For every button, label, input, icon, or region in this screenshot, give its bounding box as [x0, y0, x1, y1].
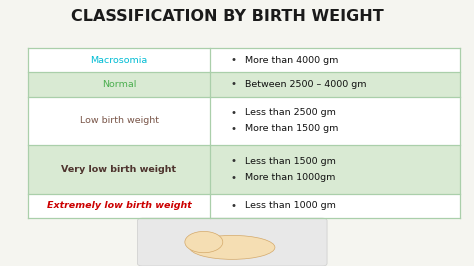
Bar	[28, 145, 460, 194]
Text: •: •	[231, 156, 237, 166]
Text: CLASSIFICATION BY BIRTH WEIGHT: CLASSIFICATION BY BIRTH WEIGHT	[71, 9, 384, 24]
Text: Low birth weight: Low birth weight	[80, 116, 158, 125]
Text: •: •	[231, 173, 237, 182]
Bar	[28, 194, 460, 218]
Bar	[28, 72, 460, 97]
Text: Less than 1000 gm: Less than 1000 gm	[245, 201, 336, 210]
Text: •: •	[231, 55, 237, 65]
Ellipse shape	[190, 235, 275, 259]
Text: Less than 2500 gm: Less than 2500 gm	[245, 108, 336, 117]
Text: Very low birth weight: Very low birth weight	[62, 165, 177, 174]
Text: •: •	[231, 79, 237, 89]
Bar	[28, 48, 460, 72]
Text: •: •	[231, 201, 237, 211]
Text: Normal: Normal	[102, 80, 136, 89]
Text: More than 1500 gm: More than 1500 gm	[245, 124, 338, 134]
Text: Between 2500 – 4000 gm: Between 2500 – 4000 gm	[245, 80, 367, 89]
Text: Macrosomia: Macrosomia	[91, 56, 147, 65]
Text: Extremely low birth weight: Extremely low birth weight	[46, 201, 191, 210]
Text: More than 4000 gm: More than 4000 gm	[245, 56, 338, 65]
Text: •: •	[231, 124, 237, 134]
Text: Less than 1500 gm: Less than 1500 gm	[245, 157, 336, 166]
Text: More than 1000gm: More than 1000gm	[245, 173, 336, 182]
FancyBboxPatch shape	[137, 218, 327, 266]
Circle shape	[185, 231, 223, 253]
Text: •: •	[231, 108, 237, 118]
Bar	[28, 97, 460, 145]
